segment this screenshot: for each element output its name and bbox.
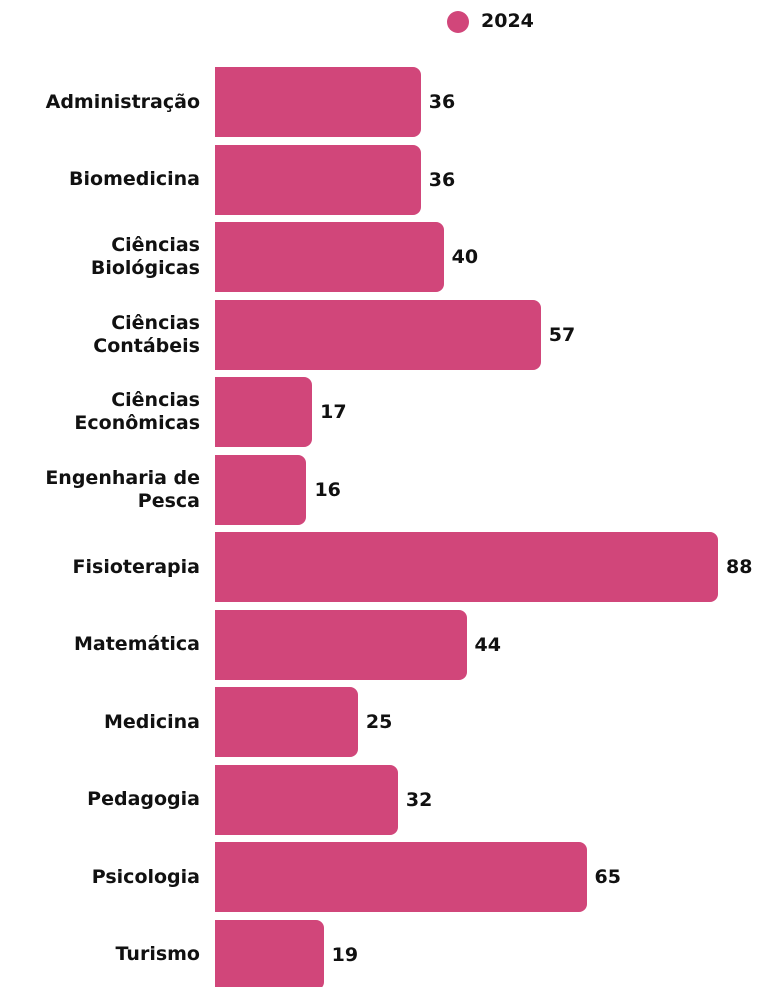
value-label: 36 (428, 168, 456, 191)
bar (215, 144, 421, 215)
value-label: 65 (594, 866, 621, 888)
category-text: Medicina (103, 710, 200, 733)
category-label: Fisioterapia (10, 532, 200, 602)
category-text: Administração (45, 90, 200, 113)
category-label: Administração (10, 67, 200, 137)
category-text: Ciências Contábeis (93, 311, 200, 357)
bar (215, 919, 324, 987)
bar (215, 299, 541, 370)
value-label: 36 (428, 91, 456, 113)
value-label: 57 (548, 323, 576, 346)
category-label: Turismo (10, 920, 200, 987)
category-label: Ciências Econômicas (10, 377, 200, 447)
bar (215, 764, 398, 835)
bar (215, 687, 358, 757)
category-label: Ciências Contábeis (10, 300, 200, 370)
value-label: 88 (726, 556, 753, 578)
value-label: 44 (474, 633, 501, 656)
category-text: Matemática (74, 633, 200, 655)
bar (215, 532, 718, 602)
category-text: Biomedicina (69, 168, 200, 190)
legend-marker (447, 11, 469, 33)
category-text: Ciências Biológicas (90, 234, 200, 279)
value-label: 25 (365, 711, 393, 733)
value-label: 17 (320, 401, 347, 423)
category-text: Ciências Econômicas (74, 389, 200, 434)
legend-label: 2024 (481, 10, 534, 32)
category-text: Pedagogia (87, 788, 200, 810)
category-label: Medicina (10, 687, 200, 757)
value-label: 32 (405, 788, 433, 811)
bar (215, 842, 587, 912)
category-label: Engenharia de Pesca (10, 455, 200, 525)
category-label: Psicologia (10, 842, 200, 912)
category-label: Ciências Biológicas (10, 222, 200, 292)
value-label: 19 (331, 943, 359, 966)
bar (215, 609, 467, 680)
category-label: Biomedicina (10, 145, 200, 215)
bar (215, 377, 313, 447)
category-text: Psicologia (91, 865, 200, 888)
category-text: Fisioterapia (72, 555, 200, 578)
bar (215, 454, 307, 525)
value-label: 16 (314, 478, 341, 501)
category-label: Matemática (10, 610, 200, 680)
category-label: Pedagogia (10, 765, 200, 835)
bar (215, 222, 444, 292)
bar (215, 67, 421, 137)
category-text: Engenharia de Pesca (45, 466, 200, 512)
value-label: 40 (451, 246, 479, 268)
category-text: Turismo (115, 943, 200, 965)
